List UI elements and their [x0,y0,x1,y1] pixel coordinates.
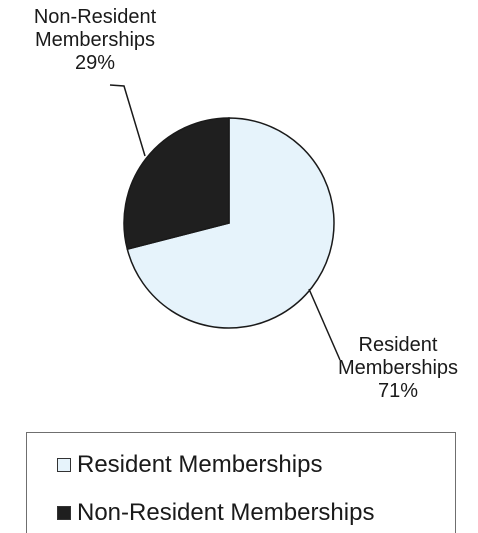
pie-plot-area [109,84,341,361]
data-label-resident-line2: Memberships [337,357,459,379]
legend-swatch-resident [57,458,71,472]
data-label-non-resident-percent: 29% [74,52,116,74]
legend-label-non-resident: Non-Resident Memberships [77,499,375,526]
pie-slice-non-resident [123,117,230,251]
data-label-non-resident-line2: Memberships [34,29,156,51]
data-label-non-resident: Non-Resident Memberships 29% [0,6,190,75]
legend-label-resident: Resident Memberships [77,451,323,478]
legend-item-resident: Resident Memberships [57,451,322,479]
legend-item-non-resident: Non-Resident Memberships [57,499,374,527]
data-label-resident-percent: 71% [377,380,419,402]
leader-line-resident [308,288,341,361]
leader-line-non-resident [109,84,146,157]
pie-slice-resident [126,117,335,329]
data-label-resident-line1: Resident [358,334,438,356]
legend-swatch-non-resident [57,506,71,520]
data-label-non-resident-line1: Non-Resident [33,6,157,28]
legend: Resident Memberships Non-Resident Member… [26,432,456,533]
data-label-resident: Resident Memberships 71% [320,334,476,403]
